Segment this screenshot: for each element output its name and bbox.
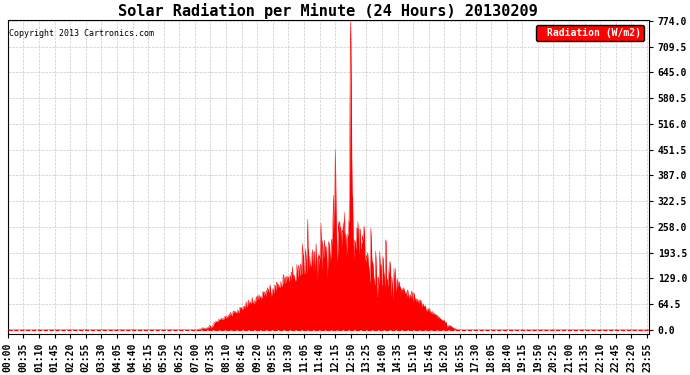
Title: Solar Radiation per Minute (24 Hours) 20130209: Solar Radiation per Minute (24 Hours) 20…	[119, 3, 538, 19]
Legend: Radiation (W/m2): Radiation (W/m2)	[536, 25, 644, 40]
Text: Copyright 2013 Cartronics.com: Copyright 2013 Cartronics.com	[9, 29, 154, 38]
